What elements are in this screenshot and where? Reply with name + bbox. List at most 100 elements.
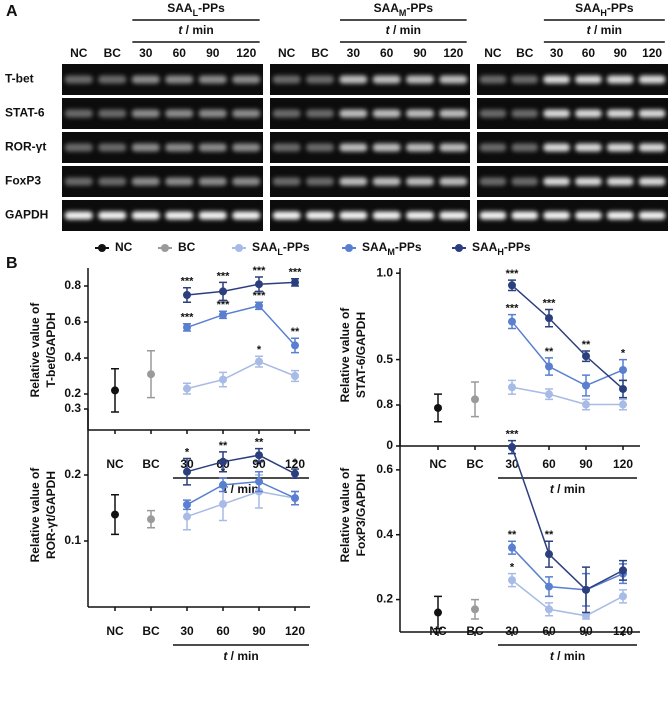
x-tick-label: NC [429, 624, 447, 638]
x-group-label-part: / min [554, 482, 585, 496]
gel-band [439, 177, 468, 186]
gel-row [62, 98, 263, 129]
x-group-label-part: t [550, 649, 555, 663]
gel-band [165, 211, 194, 220]
gel-band [406, 211, 434, 220]
gel-band [511, 75, 539, 84]
gel-band [406, 143, 434, 152]
gel-band [406, 75, 434, 84]
data-point [582, 400, 590, 409]
x-group-label: t / min [550, 482, 585, 496]
gel-band [543, 177, 570, 186]
gel-band [272, 75, 301, 84]
significance-label: *** [253, 290, 267, 302]
data-point [582, 611, 590, 620]
x-tick-label: NC [106, 624, 124, 638]
gel-band [232, 75, 261, 84]
data-point [508, 281, 516, 290]
data-point [545, 390, 553, 399]
gel-band [198, 143, 227, 152]
panel-label: B [6, 255, 18, 272]
significance-label: *** [253, 265, 267, 277]
gel-row-label: STAT-6 [5, 106, 45, 120]
gel-band [372, 143, 401, 152]
x-tick-label: 120 [285, 624, 305, 638]
lane-label: 120 [236, 46, 256, 60]
gel-band [575, 143, 602, 152]
gel-band [606, 143, 634, 152]
gel-row [477, 132, 668, 163]
gel-row [62, 132, 263, 163]
gel-band [511, 143, 539, 152]
gel-band [98, 143, 127, 152]
time-label: t / min [386, 23, 421, 37]
significance-label: * [510, 562, 515, 574]
time-label-part: / min [182, 23, 213, 37]
data-point [619, 592, 627, 601]
data-point [219, 500, 227, 509]
data-point [111, 510, 119, 519]
gel-band [232, 143, 261, 152]
data-point [255, 451, 263, 460]
y-tick-label: 0.4 [64, 350, 81, 364]
data-point [582, 352, 590, 361]
legend-swatch [235, 244, 243, 252]
data-point [255, 357, 263, 366]
y-axis-title-line: T-bet/GAPDH [44, 312, 58, 387]
y-axis-title-line: Relative value of [338, 307, 352, 403]
legend-label-part: SAA [472, 240, 498, 254]
gel-band [64, 75, 93, 84]
gel-row [62, 166, 263, 197]
significance-label: *** [506, 429, 520, 441]
gel-row [270, 98, 470, 129]
gel-band [372, 75, 401, 84]
series-line [511, 284, 624, 390]
gel-band [543, 143, 570, 152]
gel-band [543, 75, 570, 84]
gel-band [606, 177, 634, 186]
gel-row [477, 200, 668, 231]
y-tick-label: 0.6 [64, 314, 81, 328]
series-line [186, 490, 296, 518]
x-tick-label: 60 [216, 624, 230, 638]
y-tick-label: 0.3 [64, 401, 81, 415]
gel-row [270, 200, 470, 231]
data-point [508, 383, 516, 392]
y-tick-label: 0.4 [376, 527, 393, 541]
gel-band [98, 211, 127, 220]
legend-label-part: -PPs [504, 240, 531, 254]
x-tick-label: 30 [505, 457, 519, 471]
significance-label: ** [582, 339, 591, 351]
gel-row [477, 64, 668, 95]
data-point [183, 512, 191, 521]
gel-band [638, 177, 666, 186]
significance-label: * [257, 460, 262, 472]
legend-label-part: SAA [252, 240, 278, 254]
x-tick-label: 90 [252, 457, 266, 471]
data-point [545, 605, 553, 614]
gel-row [270, 64, 470, 95]
significance-label: * [293, 457, 298, 469]
data-point [508, 576, 516, 585]
gel-band [64, 143, 93, 152]
data-point [619, 566, 627, 575]
data-point [508, 543, 516, 552]
lane-label: 30 [550, 46, 564, 60]
data-point [219, 457, 227, 466]
lane-label: 90 [614, 46, 628, 60]
gel-band [64, 109, 93, 118]
gel-band [439, 75, 468, 84]
y-axis-title-line: FoxP3/GAPDH [354, 474, 368, 557]
lane-label: 60 [380, 46, 394, 60]
x-tick-label: 60 [542, 624, 556, 638]
significance-label: *** [181, 276, 195, 288]
data-point [183, 500, 191, 509]
gel-band [165, 109, 194, 118]
gel-group-title-part: SAA [575, 1, 601, 15]
x-tick-label: BC [142, 624, 160, 638]
data-point [147, 370, 155, 379]
x-group-label: t / min [550, 649, 585, 663]
gel-band [339, 177, 368, 186]
gel-row [270, 132, 470, 163]
